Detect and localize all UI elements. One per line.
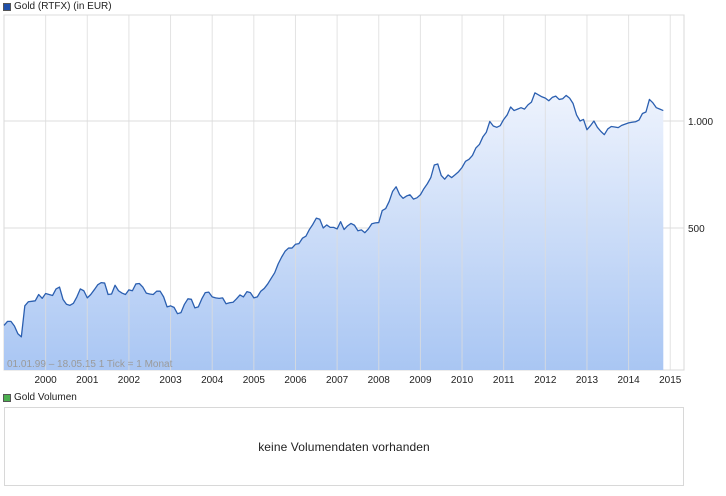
- volume-empty-message: keine Volumendaten vorhanden: [258, 439, 430, 454]
- x-tick-label: 2009: [409, 375, 432, 386]
- price-area: [4, 92, 664, 371]
- y-tick-label: 500: [688, 224, 705, 235]
- x-tick-label: 2006: [284, 375, 307, 386]
- x-tick-label: 2001: [76, 375, 99, 386]
- x-tick-label: 2014: [617, 375, 640, 386]
- x-tick-label: 2015: [659, 375, 682, 386]
- x-tick-label: 2012: [534, 375, 557, 386]
- grid-vertical: [45, 15, 671, 370]
- price-legend-label: Gold (RTFX) (in EUR): [14, 1, 112, 12]
- y-tick-label: 1.000: [688, 117, 713, 128]
- volume-panel: keine Volumendaten vorhanden: [4, 407, 684, 486]
- price-chart: 01.01.99 – 18.05.15 1 Tick = 1 Monat 200…: [3, 14, 713, 386]
- x-tick-label: 2011: [493, 375, 515, 386]
- x-tick-label: 2010: [451, 375, 474, 386]
- x-tick-label: 2013: [576, 375, 599, 386]
- x-tick-label: 2003: [159, 375, 182, 386]
- x-tick-label: 2005: [243, 375, 266, 386]
- price-line: [3, 92, 664, 338]
- x-tick-label: 2002: [118, 375, 141, 386]
- x-tick-label: 2000: [35, 375, 58, 386]
- volume-legend-swatch: [3, 394, 11, 402]
- volume-legend: Gold Volumen: [3, 392, 77, 404]
- date-range-label: 01.01.99 – 18.05.15 1 Tick = 1 Monat: [7, 359, 173, 370]
- x-tick-label: 2007: [326, 375, 349, 386]
- price-legend-swatch: [3, 3, 11, 11]
- x-axis: 2000 2001 2002 2003 2004 2005 2006 2007 2008 2009…: [35, 375, 682, 386]
- volume-legend-label: Gold Volumen: [14, 392, 77, 403]
- price-legend: Gold (RTFX) (in EUR): [3, 1, 112, 13]
- x-tick-label: 2008: [368, 375, 391, 386]
- x-tick-label: 2004: [201, 375, 224, 386]
- y-axis: 500 1.000: [688, 117, 713, 235]
